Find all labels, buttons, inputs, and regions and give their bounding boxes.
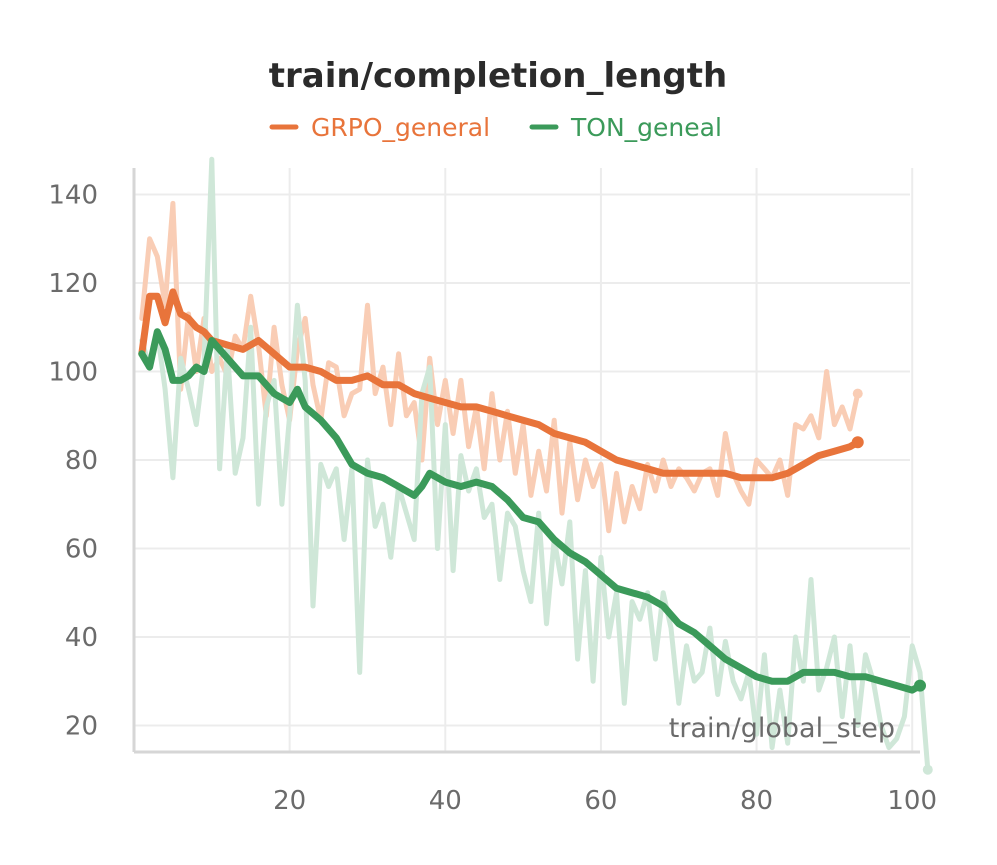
legend[interactable]: GRPO_general TON_geneal <box>269 113 722 142</box>
legend-label-grpo: GRPO_general <box>311 113 490 142</box>
x-tick-label: 40 <box>429 786 462 816</box>
raw-line-grpo <box>139 200 861 534</box>
end-marker-ton <box>914 679 926 692</box>
smoothed-line-grpo <box>138 288 862 482</box>
y-ticks: 20 40 60 80 100 120 140 <box>48 181 98 742</box>
y-tick-label: 60 <box>65 534 98 564</box>
x-ticks: 20 40 60 80 100 <box>273 786 937 816</box>
raw-end-marker-grpo <box>852 388 863 399</box>
chart-title: train/completion_length <box>269 56 727 96</box>
legend-item-ton[interactable]: TON_geneal <box>529 113 722 142</box>
smoothed-series <box>138 288 933 775</box>
x-tick-label: 80 <box>740 786 773 816</box>
end-marker-grpo <box>851 436 864 449</box>
y-tick-label: 100 <box>48 358 98 388</box>
x-axis-label: train/global_step <box>669 713 895 744</box>
raw-series <box>139 156 931 773</box>
x-tick-label: 60 <box>584 786 617 816</box>
y-tick-label: 120 <box>48 269 98 299</box>
legend-item-grpo[interactable]: GRPO_general <box>269 113 490 142</box>
x-tick-label: 20 <box>273 786 306 816</box>
y-tick-label: 40 <box>65 623 98 653</box>
legend-label-ton: TON_geneal <box>570 113 722 142</box>
y-tick-label: 20 <box>65 711 98 741</box>
y-tick-label: 80 <box>65 446 98 476</box>
x-tick-label: 100 <box>887 786 937 816</box>
raw-line-ton <box>139 156 931 773</box>
raw-end-marker-ton <box>922 764 933 775</box>
y-tick-label: 140 <box>48 181 98 211</box>
smoothed-line-ton <box>138 328 924 694</box>
